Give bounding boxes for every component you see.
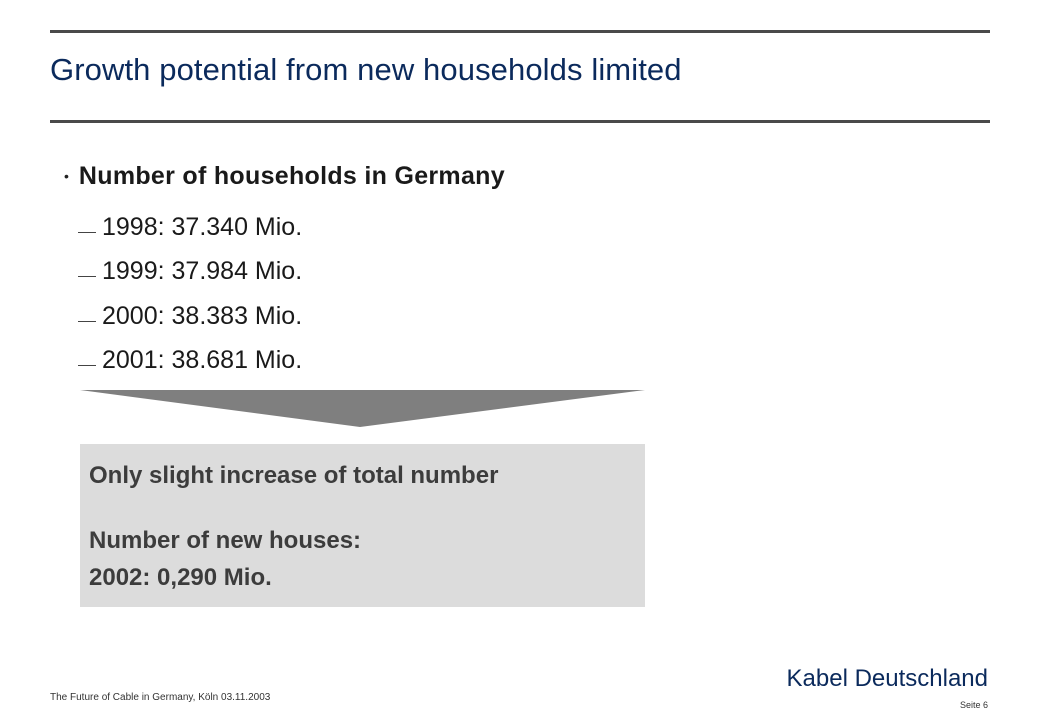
list-item-text: 2000: 38.383 Mio. (102, 301, 303, 330)
new-houses-label: Number of new houses: (89, 527, 362, 554)
slide-title: Growth potential from new households lim… (50, 52, 682, 87)
dash-icon (78, 276, 96, 278)
list-item: 2000: 38.383 Mio. (78, 294, 302, 339)
new-houses-value: 2002: 0,290 Mio. (89, 564, 272, 591)
dash-icon (78, 231, 96, 233)
list-item: 1999: 37.984 Mio. (78, 250, 302, 295)
households-list: 1998: 37.340 Mio. 1999: 37.984 Mio. 2000… (78, 205, 302, 383)
list-item: 1998: 37.340 Mio. (78, 205, 302, 250)
arrow-shape (80, 390, 645, 427)
list-item-text: 1999: 37.984 Mio. (102, 257, 303, 286)
dash-icon (78, 365, 96, 367)
list-item-text: 1998: 37.340 Mio. (102, 212, 303, 241)
bullet-marker: • (64, 167, 69, 184)
main-bullet: • Number of households in Germany (64, 162, 505, 191)
title-top-rule (50, 30, 990, 33)
brand-logo-text: Kabel Deutschland (786, 665, 988, 692)
dash-icon (78, 320, 96, 322)
conclusion-heading: Only slight increase of total number (89, 462, 499, 489)
list-item: 2001: 38.681 Mio. (78, 339, 302, 384)
down-arrow-icon (80, 390, 645, 427)
page-number: Seite 6 (959, 700, 988, 710)
presentation-footer: The Future of Cable in Germany, Köln 03.… (50, 692, 271, 703)
conclusion-box: Only slight increase of total number Num… (80, 444, 645, 607)
list-item-text: 2001: 38.681 Mio. (102, 346, 303, 375)
title-bottom-rule (50, 120, 990, 123)
bullet-text: Number of households in Germany (78, 162, 505, 190)
